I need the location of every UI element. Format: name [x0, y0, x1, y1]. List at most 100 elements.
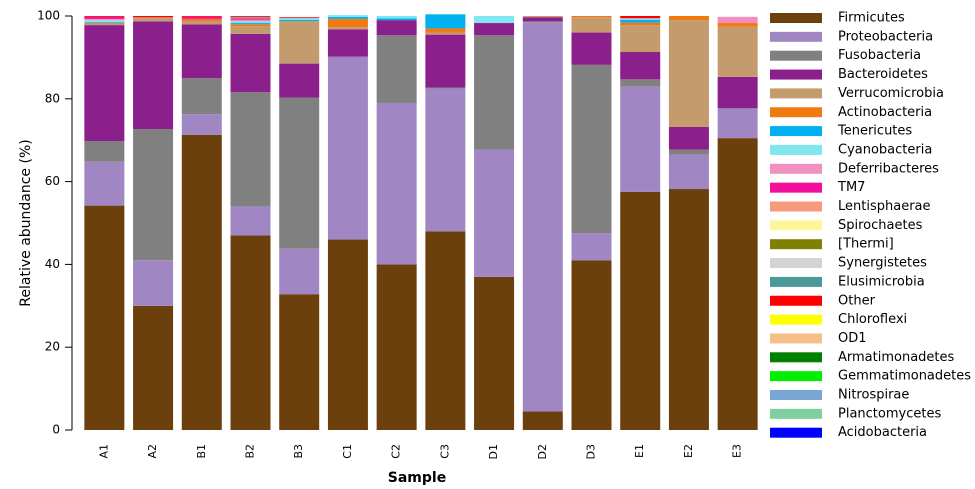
- bar-segment: [717, 76, 758, 109]
- bar-segment: [474, 149, 515, 277]
- bar-segment: [327, 27, 368, 30]
- bar-segment: [181, 134, 222, 430]
- bar-segment: [571, 17, 612, 33]
- legend-label: Tenericutes: [837, 124, 912, 139]
- legend-swatch: [770, 69, 822, 80]
- x-tick-label: E1: [633, 444, 646, 458]
- legend-label: Other: [838, 293, 876, 308]
- x-tick-label: C3: [438, 444, 451, 459]
- bar-segment: [230, 18, 271, 20]
- y-tick-label: 40: [45, 257, 60, 271]
- bar-segment: [84, 205, 125, 430]
- legend-label: Cyanobacteria: [838, 142, 932, 157]
- bar-segment: [279, 248, 320, 295]
- bar-segment: [376, 18, 417, 21]
- bar-segment: [230, 92, 271, 207]
- x-tick-label: E3: [731, 444, 744, 458]
- bar-segment: [571, 260, 612, 430]
- bar-segment: [230, 26, 271, 34]
- bar-segment: [230, 23, 271, 25]
- bar-segment: [425, 28, 466, 33]
- bar-segment: [133, 21, 174, 130]
- bar-segment: [620, 18, 661, 20]
- x-tick-label: D2: [536, 444, 549, 459]
- bar-segment: [181, 24, 222, 79]
- y-tick-label: 80: [45, 91, 60, 105]
- bar-segment: [181, 114, 222, 135]
- y-tick-label: 0: [52, 423, 60, 437]
- bar-segment: [620, 19, 661, 23]
- bar-segment: [620, 79, 661, 87]
- legend-swatch: [770, 163, 822, 174]
- x-tick-label: B3: [292, 444, 305, 459]
- bar-segment: [84, 22, 125, 24]
- x-axis-label: Sample: [388, 470, 446, 486]
- bar-segment: [620, 86, 661, 192]
- bar-segment: [668, 126, 709, 150]
- bar-segment: [84, 16, 125, 19]
- x-tick-label: A1: [97, 444, 110, 459]
- bar-segment: [620, 191, 661, 430]
- bar-segment: [571, 32, 612, 65]
- legend-swatch: [770, 352, 822, 363]
- legend-swatch: [770, 333, 822, 344]
- bar-segment: [522, 16, 563, 18]
- bar-segment: [474, 35, 515, 150]
- bar-segment: [474, 16, 515, 24]
- bar-segment: [133, 260, 174, 306]
- bar-segment: [620, 22, 661, 26]
- bar-segment: [571, 233, 612, 261]
- legend-label: Planctomycetes: [838, 406, 941, 421]
- legend-label: Synergistetes: [838, 256, 927, 271]
- bar-segment: [327, 29, 368, 57]
- legend-swatch: [770, 144, 822, 155]
- legend-label: Verrucomicrobia: [838, 86, 944, 101]
- bar-segment: [571, 64, 612, 234]
- bar-segment: [181, 16, 222, 19]
- legend-swatch: [770, 201, 822, 212]
- bar-segment: [425, 87, 466, 89]
- legend-swatch: [770, 31, 822, 42]
- legend-label: Proteobacteria: [838, 29, 933, 44]
- legend-swatch: [770, 258, 822, 269]
- legend-label: Nitrospirae: [838, 388, 909, 403]
- legend-label: Lentisphaerae: [838, 199, 931, 214]
- legend-label: Armatimonadetes: [838, 350, 955, 365]
- bar-segment: [376, 102, 417, 265]
- legend-swatch: [770, 220, 822, 231]
- bar-segment: [84, 23, 125, 24]
- legend-label: Gemmatimonadetes: [838, 369, 971, 384]
- legend-label: Deferribacteres: [838, 161, 939, 176]
- x-tick-label: B2: [244, 444, 257, 459]
- x-tick-label: D1: [487, 444, 500, 459]
- x-tick-label: C2: [390, 444, 403, 459]
- bar-segment: [327, 16, 368, 19]
- bar-segment: [230, 33, 271, 93]
- bar-segment: [376, 16, 417, 19]
- bar-segment: [84, 18, 125, 21]
- bar-segment: [425, 32, 466, 35]
- legend-label: TM7: [837, 180, 865, 195]
- y-tick-label: 100: [37, 9, 60, 23]
- bar-segment: [230, 19, 271, 22]
- bar-segment: [84, 20, 125, 23]
- bar-segment: [181, 78, 222, 115]
- bar-segment: [84, 141, 125, 162]
- x-tick-label: D3: [585, 444, 598, 459]
- bar-segment: [327, 15, 368, 17]
- bar-segment: [620, 52, 661, 80]
- legend-label: Fusobacteria: [838, 48, 921, 63]
- bar-segment: [279, 294, 320, 430]
- legend-swatch: [770, 314, 822, 325]
- bar-segment: [620, 25, 661, 53]
- bar-segment: [279, 20, 320, 64]
- legend-label: Acidobacteria: [838, 425, 927, 440]
- x-tick-label: B1: [195, 444, 208, 459]
- bar-segment: [522, 411, 563, 430]
- bar-segment: [279, 18, 320, 20]
- legend-swatch: [770, 239, 822, 250]
- bar-segment: [327, 56, 368, 240]
- bar-segment: [84, 23, 125, 26]
- bar-segment: [279, 63, 320, 98]
